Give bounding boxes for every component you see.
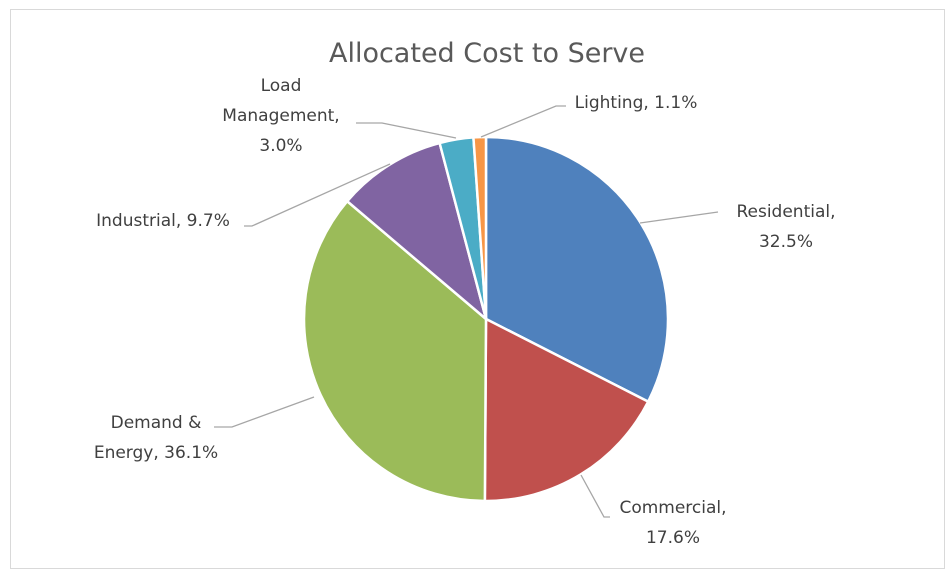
leader-line xyxy=(214,396,315,428)
pie-slice-demand-energy xyxy=(302,199,488,503)
pie-slice-commercial xyxy=(483,317,650,503)
leader-line xyxy=(356,122,457,139)
chart-title: Allocated Cost to Serve xyxy=(329,38,645,69)
leader-line xyxy=(480,105,566,138)
leader-line xyxy=(244,163,391,227)
pie-slice-lighting xyxy=(472,135,488,321)
data-label-commercial: Commercial, 17.6% xyxy=(619,498,726,548)
pie-slice-residential xyxy=(484,135,670,403)
data-label-demand-energy: Demand & Energy, 36.1% xyxy=(94,413,218,463)
data-label-residential: Residential, 32.5% xyxy=(736,202,835,252)
leader-line xyxy=(639,211,719,224)
leader-line xyxy=(580,474,610,518)
data-label-load-management: Load Management, 3.0% xyxy=(222,76,339,156)
data-label-industrial: Industrial, 9.7% xyxy=(96,211,230,231)
data-label-lighting: Lighting, 1.1% xyxy=(575,93,698,113)
